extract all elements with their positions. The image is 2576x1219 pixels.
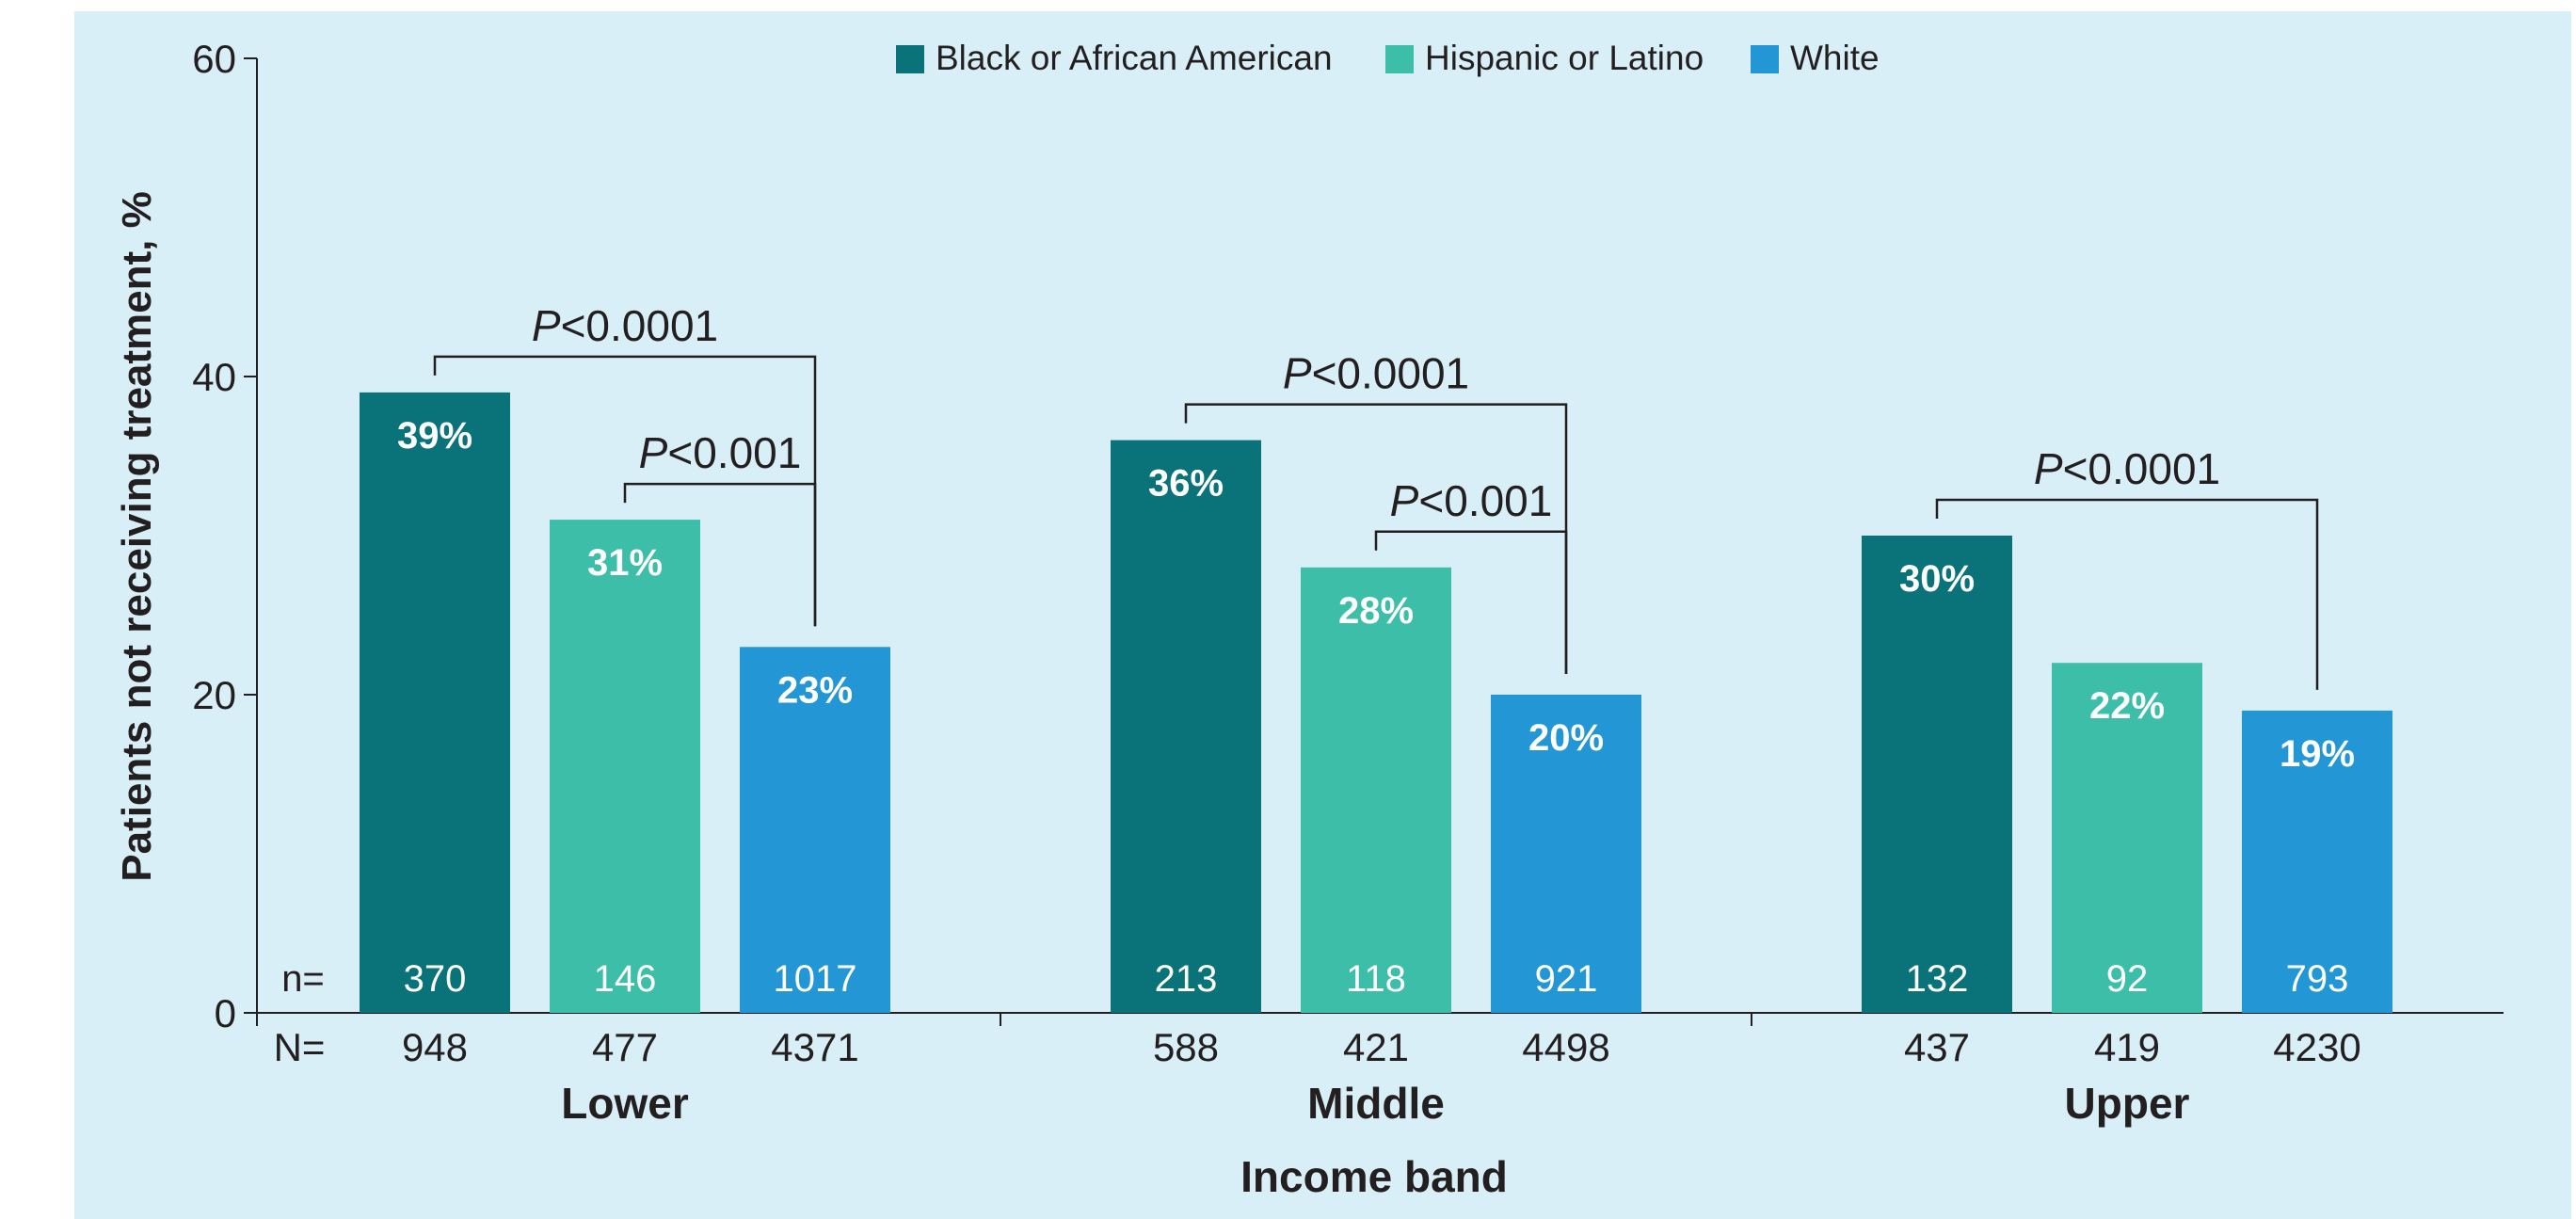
bar-N-label: 421 (1343, 1025, 1409, 1069)
p-symbol: P (1283, 349, 1312, 398)
bar-n-label: 1017 (774, 958, 857, 1000)
p-symbol: P (1390, 476, 1419, 525)
bar (1491, 695, 1641, 1013)
bar-N-label: 4371 (771, 1025, 858, 1069)
bar-n-label: 213 (1155, 958, 1218, 1000)
bar (1862, 536, 2012, 1013)
bar (360, 392, 510, 1013)
p-value-label: P<0.001 (1390, 476, 1553, 525)
bar (2242, 710, 2392, 1013)
legend-label: White (1790, 39, 1880, 77)
y-axis-title: Patients not receiving treatment, % (114, 191, 160, 882)
legend-swatch (896, 45, 924, 73)
significance-bracket (1935, 498, 2319, 690)
p-symbol: P (532, 301, 561, 350)
bar (740, 647, 890, 1013)
bar-value-label: 30% (1899, 558, 1975, 600)
bar-value-label: 22% (2089, 685, 2165, 727)
bar-n-label: 146 (594, 958, 657, 1000)
p-symbol: P (2034, 444, 2063, 493)
bar-N-label: 4230 (2273, 1025, 2360, 1069)
bar-value-label: 23% (777, 669, 853, 711)
bar-N-label: 588 (1153, 1025, 1219, 1069)
bar-n-label: 921 (1535, 958, 1598, 1000)
p-threshold: <0.0001 (1312, 349, 1470, 398)
significance-bracket (623, 482, 817, 627)
bar-N-label: 4498 (1522, 1025, 1609, 1069)
bar-n-label: 370 (404, 958, 467, 1000)
p-threshold: <0.0001 (2063, 444, 2221, 493)
bar-n-label: 118 (1346, 958, 1406, 1000)
p-value-label: P<0.0001 (1283, 349, 1469, 398)
p-threshold: <0.0001 (561, 301, 719, 350)
category-label: Lower (561, 1079, 689, 1128)
bar (1111, 440, 1261, 1014)
y-tick-label: 60 (192, 37, 236, 81)
significance-bracket (1374, 530, 1568, 674)
bar (1301, 567, 1451, 1013)
legend-label: Hispanic or Latino (1425, 39, 1704, 77)
bar-n-label: 793 (2286, 958, 2349, 1000)
y-tick-label: 0 (215, 991, 236, 1035)
n-row-label: n= (281, 958, 325, 1000)
bar-N-label: 437 (1904, 1025, 1970, 1069)
x-axis-title: Income band (1240, 1152, 1508, 1201)
bar-value-label: 31% (587, 542, 663, 584)
legend-label: Black or African American (936, 39, 1333, 77)
bar-value-label: 36% (1148, 463, 1224, 505)
p-value-label: P<0.001 (639, 428, 802, 477)
category-label: Middle (1307, 1079, 1445, 1128)
bar-value-label: 39% (397, 415, 472, 457)
bar-n-label: 132 (1906, 958, 1969, 1000)
p-symbol: P (639, 428, 668, 477)
y-tick-label: 40 (192, 355, 236, 399)
bar-n-label: 92 (2106, 958, 2149, 1000)
p-threshold: <0.001 (667, 428, 801, 477)
legend-swatch (1751, 45, 1779, 73)
bar-value-label: 20% (1528, 717, 1604, 759)
legend-swatch (1385, 45, 1414, 73)
p-value-label: P<0.0001 (2034, 444, 2220, 493)
N-row-label: N= (274, 1025, 326, 1069)
p-threshold: <0.001 (1418, 476, 1552, 525)
bar-N-label: 419 (2094, 1025, 2160, 1069)
bar (550, 520, 700, 1013)
category-label: Upper (2065, 1079, 2190, 1128)
y-tick-label: 20 (192, 673, 236, 717)
bar-N-label: 477 (592, 1025, 658, 1069)
p-value-label: P<0.0001 (532, 301, 718, 350)
bar-value-label: 28% (1338, 590, 1414, 632)
bar (2052, 663, 2202, 1013)
bar-N-label: 948 (402, 1025, 468, 1069)
bar-value-label: 19% (2280, 733, 2355, 775)
